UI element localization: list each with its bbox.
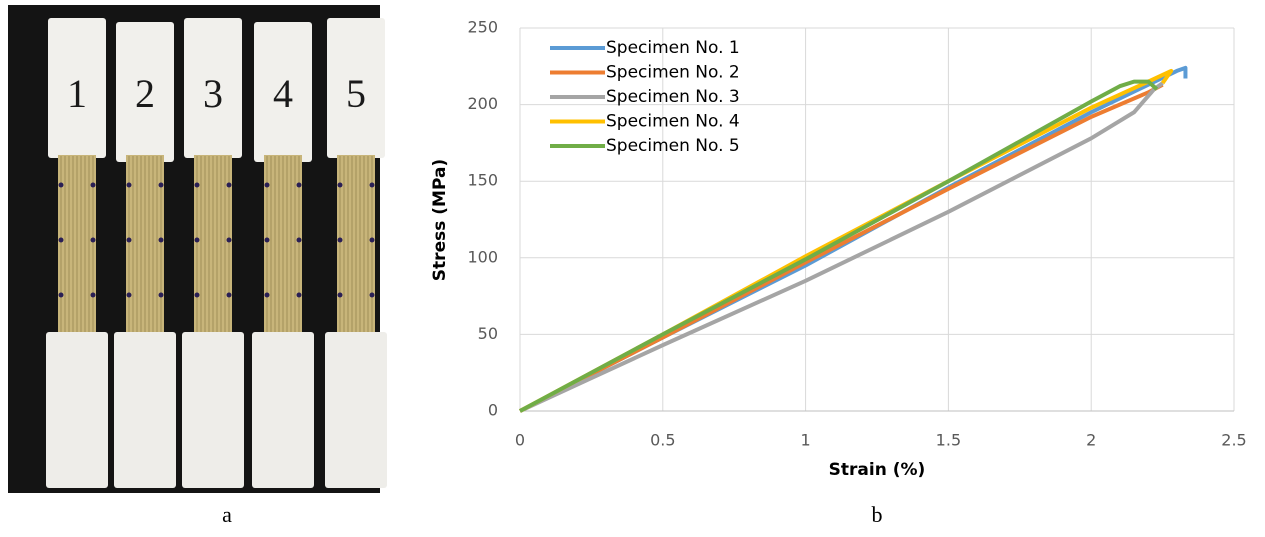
marker-dot bbox=[369, 182, 375, 188]
legend-label: Specimen No. 4 bbox=[606, 112, 740, 132]
marker-dot bbox=[296, 292, 302, 298]
specimen-top-tab bbox=[254, 22, 312, 162]
marker-dot bbox=[369, 237, 375, 243]
legend-label: Specimen No. 3 bbox=[606, 87, 740, 107]
specimen-top-tab bbox=[48, 18, 106, 158]
x-tick-label: 2 bbox=[1086, 431, 1096, 450]
x-tick-label: 1.5 bbox=[936, 431, 961, 450]
x-tick-label: 2.5 bbox=[1221, 431, 1246, 450]
y-tick-label: 200 bbox=[467, 94, 498, 113]
specimen-bottom-tab bbox=[325, 332, 387, 488]
specimen-label: 3 bbox=[203, 71, 223, 116]
specimen-bottom-tab bbox=[114, 332, 176, 488]
marker-dot bbox=[264, 237, 270, 243]
marker-dot bbox=[226, 182, 232, 188]
specimen-label: 1 bbox=[67, 71, 87, 116]
x-axis-label: Strain (%) bbox=[829, 460, 926, 480]
specimen-bottom-tab bbox=[46, 332, 108, 488]
data-line bbox=[519, 81, 1164, 413]
y-tick-label: 0 bbox=[488, 401, 498, 420]
marker-dot bbox=[194, 237, 200, 243]
marker-dot bbox=[264, 292, 270, 298]
caption: b bbox=[872, 502, 883, 527]
specimen-bottom-tab bbox=[252, 332, 314, 488]
data-line bbox=[519, 79, 1159, 413]
marker-dot bbox=[90, 292, 96, 298]
marker-dot bbox=[194, 182, 200, 188]
specimen-top-tab bbox=[327, 18, 385, 158]
marker-dot bbox=[337, 237, 343, 243]
specimen-bottom-tab bbox=[182, 332, 244, 488]
y-tick-label: 50 bbox=[478, 324, 498, 343]
x-tick-label: 0 bbox=[515, 431, 525, 450]
legend-label: Specimen No. 5 bbox=[606, 136, 740, 156]
marker-dot bbox=[158, 182, 164, 188]
marker-dot bbox=[58, 237, 64, 243]
marker-dot bbox=[158, 292, 164, 298]
y-tick-label: 250 bbox=[467, 18, 498, 37]
x-tick-label: 1 bbox=[801, 431, 811, 450]
legend-label: Specimen No. 2 bbox=[606, 63, 740, 83]
y-tick-label: 100 bbox=[467, 247, 498, 266]
specimen-label: 2 bbox=[135, 71, 155, 116]
marker-dot bbox=[296, 237, 302, 243]
marker-dot bbox=[296, 182, 302, 188]
marker-dot bbox=[58, 292, 64, 298]
marker-dot bbox=[337, 292, 343, 298]
specimen-top-tab bbox=[184, 18, 242, 158]
specimen-label: 4 bbox=[273, 71, 293, 116]
marker-dot bbox=[226, 292, 232, 298]
marker-dot bbox=[226, 237, 232, 243]
x-tick-label: 0.5 bbox=[650, 431, 675, 450]
marker-dot bbox=[194, 292, 200, 298]
y-axis-label: Stress (MPa) bbox=[430, 159, 450, 281]
caption: a bbox=[222, 502, 232, 527]
marker-dot bbox=[126, 292, 132, 298]
data-line bbox=[519, 82, 1164, 413]
marker-dot bbox=[369, 292, 375, 298]
y-tick-label: 150 bbox=[467, 171, 498, 190]
photo: 1 2 3 4 5 bbox=[8, 5, 387, 493]
marker-dot bbox=[264, 182, 270, 188]
marker-dot bbox=[90, 182, 96, 188]
marker-dot bbox=[126, 237, 132, 243]
legend-label: Specimen No. 1 bbox=[606, 38, 740, 58]
marker-dot bbox=[337, 182, 343, 188]
marker-dot bbox=[58, 182, 64, 188]
marker-dot bbox=[158, 237, 164, 243]
marker-dot bbox=[90, 237, 96, 243]
specimen-top-tab bbox=[116, 22, 174, 162]
marker-dot bbox=[126, 182, 132, 188]
specimen-label: 5 bbox=[346, 71, 366, 116]
